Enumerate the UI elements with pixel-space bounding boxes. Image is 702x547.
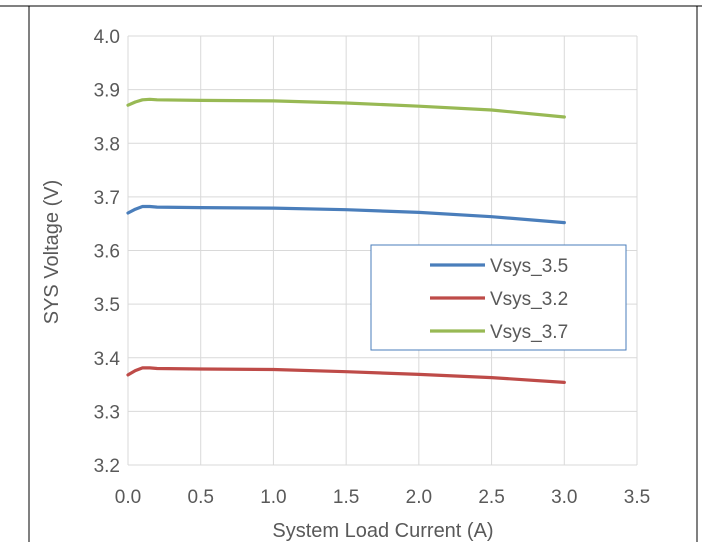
y-tick-label: 3.4 bbox=[94, 349, 121, 370]
legend-label: Vsys_3.2 bbox=[490, 289, 568, 310]
x-tick-label: 2.0 bbox=[406, 487, 432, 508]
series-line-3 bbox=[126, 97, 566, 119]
x-tick-label: 0.0 bbox=[115, 487, 141, 508]
series-line-2 bbox=[126, 366, 566, 384]
y-axis-label: SYS Voltage (V) bbox=[41, 180, 63, 325]
x-tick-label: 3.0 bbox=[551, 487, 577, 508]
y-tick-label: 3.3 bbox=[94, 402, 120, 423]
legend-label: Vsys_3.7 bbox=[490, 322, 568, 343]
series-lines bbox=[126, 97, 566, 384]
x-tick-label: 3.5 bbox=[624, 487, 650, 508]
y-tick-labels: 3.2 3.3 3.4 3.5 3.6 3.7 3.8 3.9 4.0 bbox=[94, 27, 121, 477]
y-tick-label: 4.0 bbox=[94, 27, 120, 48]
x-tick-labels: 0.0 0.5 1.0 1.5 2.0 2.5 3.0 3.5 bbox=[115, 487, 650, 508]
y-tick-label: 3.5 bbox=[94, 295, 120, 316]
x-tick-label: 1.0 bbox=[260, 487, 286, 508]
x-tick-label: 0.5 bbox=[188, 487, 214, 508]
y-tick-label: 3.9 bbox=[94, 81, 120, 102]
legend-box bbox=[370, 244, 627, 351]
legend: Vsys_3.5 Vsys_3.2 Vsys_3.7 bbox=[370, 244, 627, 351]
x-tick-label: 2.5 bbox=[478, 487, 504, 508]
y-tick-label: 3.2 bbox=[94, 456, 120, 477]
chart-border bbox=[0, 5, 702, 542]
y-tick-label: 3.8 bbox=[94, 134, 120, 155]
x-axis-label: System Load Current (A) bbox=[272, 520, 493, 542]
y-tick-label: 3.6 bbox=[94, 242, 120, 263]
legend-label: Vsys_3.5 bbox=[490, 256, 568, 277]
y-tick-label: 3.7 bbox=[94, 188, 120, 209]
x-tick-label: 1.5 bbox=[333, 487, 359, 508]
series-line-1 bbox=[126, 204, 566, 225]
